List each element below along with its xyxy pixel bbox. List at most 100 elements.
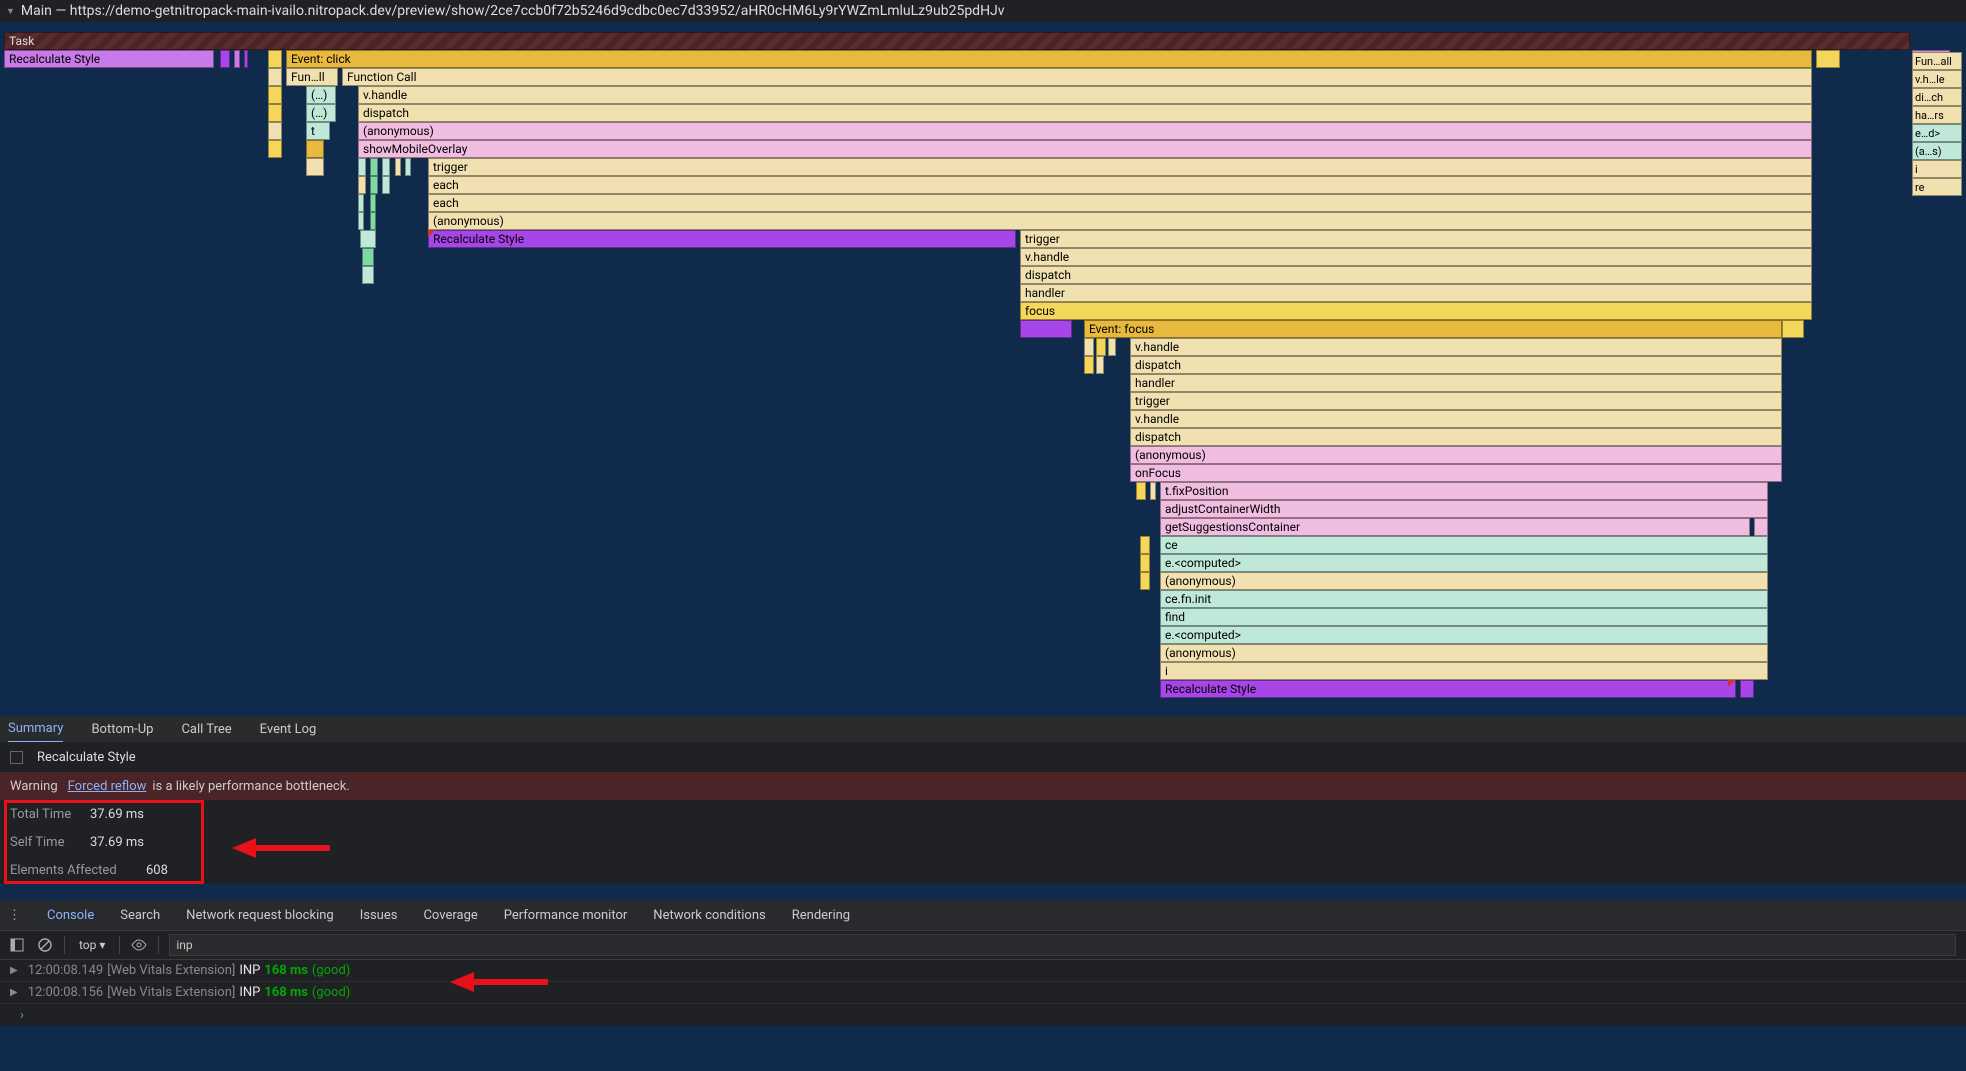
right-mini-stack: Fun…all v.h…le di…ch ha…rs e…d> (a…s) i … bbox=[1912, 52, 1962, 196]
each2[interactable]: each bbox=[428, 194, 1812, 212]
handler2[interactable]: handler bbox=[1130, 374, 1782, 392]
anon3[interactable]: (anonymous) bbox=[1130, 446, 1782, 464]
r-dich[interactable]: di…ch bbox=[1912, 88, 1962, 106]
console-filter-input[interactable] bbox=[169, 934, 1956, 956]
find[interactable]: find bbox=[1160, 608, 1768, 626]
annotation-arrow-2 bbox=[450, 970, 550, 994]
warn-tail: is a likely performance bottleneck. bbox=[152, 779, 349, 794]
focus[interactable]: focus bbox=[1020, 302, 1812, 320]
func-call-short[interactable]: Fun…ll bbox=[286, 68, 338, 86]
tab-rendering[interactable]: Rendering bbox=[792, 908, 850, 923]
r-funall[interactable]: Fun…all bbox=[1912, 52, 1962, 70]
detail-tabs: Summary Bottom-Up Call Tree Event Log bbox=[0, 716, 1966, 742]
flame-chart[interactable]: Task Recalculate Style Event: click Pr…t… bbox=[0, 22, 1966, 716]
value: 168 ms bbox=[264, 985, 308, 1000]
clear-console-icon[interactable] bbox=[36, 936, 54, 954]
elements-affected-row: Elements Affected 608 bbox=[0, 856, 1966, 884]
r-vhle[interactable]: v.h…le bbox=[1912, 70, 1962, 88]
layout-mini[interactable] bbox=[1020, 320, 1072, 338]
detail-title: Recalculate Style bbox=[37, 750, 136, 765]
console-messages: ▶ 12:00:08.149 [Web Vitals Extension] IN… bbox=[0, 960, 1966, 1026]
recalc-style-top[interactable]: Recalculate Style bbox=[4, 50, 214, 68]
warning-row: Warning Forced reflow is a likely perfor… bbox=[0, 772, 1966, 800]
timestamp: 12:00:08.156 bbox=[28, 985, 103, 1000]
tab-summary[interactable]: Summary bbox=[8, 716, 63, 743]
metric: INP bbox=[239, 963, 260, 978]
recalc-style-sel[interactable]: Recalculate Style bbox=[428, 230, 1016, 248]
showMobile[interactable]: showMobileOverlay bbox=[358, 140, 1812, 158]
dispatch4[interactable]: dispatch bbox=[1130, 428, 1782, 446]
expand-icon[interactable]: ▼ bbox=[6, 6, 15, 17]
r-re[interactable]: re bbox=[1912, 178, 1962, 196]
drawer-tabs: ⋮ Console Search Network request blockin… bbox=[0, 900, 1966, 930]
vhandle2[interactable]: v.handle bbox=[1020, 248, 1812, 266]
trigger2[interactable]: trigger bbox=[1020, 230, 1812, 248]
ecomp2[interactable]: e.<computed> bbox=[1160, 626, 1768, 644]
forced-reflow-link[interactable]: Forced reflow bbox=[68, 779, 147, 794]
anon2[interactable]: (anonymous) bbox=[428, 212, 1812, 230]
vhandle3[interactable]: v.handle bbox=[1130, 338, 1782, 356]
recalc-style-bottom[interactable]: Recalculate Style bbox=[1160, 680, 1736, 698]
onfocus[interactable]: onFocus bbox=[1130, 464, 1782, 482]
anon-small2[interactable]: (…) bbox=[306, 104, 336, 122]
track-header: ▼ Main — https://demo-getnitropack-main-… bbox=[0, 0, 1966, 22]
anon4[interactable]: (anonymous) bbox=[1160, 572, 1768, 590]
ce[interactable]: ce bbox=[1160, 536, 1768, 554]
value: 168 ms bbox=[264, 963, 308, 978]
separator bbox=[64, 936, 65, 954]
dispatch2[interactable]: dispatch bbox=[1020, 266, 1812, 284]
eye-icon[interactable] bbox=[130, 936, 148, 954]
tab-nrb[interactable]: Network request blocking bbox=[186, 908, 334, 923]
r-as[interactable]: (a…s) bbox=[1912, 142, 1962, 160]
r-ed[interactable]: e…d> bbox=[1912, 124, 1962, 142]
vhandle[interactable]: v.handle bbox=[358, 86, 1812, 104]
trigger3[interactable]: trigger bbox=[1130, 392, 1782, 410]
event-focus[interactable]: Event: focus bbox=[1084, 320, 1782, 338]
anon-small[interactable]: (…) bbox=[306, 86, 336, 104]
each1[interactable]: each bbox=[428, 176, 1812, 194]
tfix[interactable]: t.fixPosition bbox=[1160, 482, 1768, 500]
expand-icon[interactable]: ▶ bbox=[10, 987, 18, 998]
tab-calltree[interactable]: Call Tree bbox=[181, 717, 231, 742]
drawer-menu-icon[interactable]: ⋮ bbox=[8, 908, 21, 923]
filter-checkbox[interactable] bbox=[10, 751, 23, 764]
source: [Web Vitals Extension] bbox=[107, 963, 235, 978]
ecomp[interactable]: e.<computed> bbox=[1160, 554, 1768, 572]
task-bar[interactable]: Task bbox=[4, 32, 1910, 50]
console-row[interactable]: ▶ 12:00:08.149 [Web Vitals Extension] IN… bbox=[0, 960, 1966, 982]
cefn[interactable]: ce.fn.init bbox=[1160, 590, 1768, 608]
console-toolbar: top ▾ bbox=[0, 930, 1966, 960]
tab-perfmon[interactable]: Performance monitor bbox=[504, 908, 628, 923]
event-click[interactable]: Event: click bbox=[286, 50, 1812, 68]
i[interactable]: i bbox=[1160, 662, 1768, 680]
anonymous[interactable]: (anonymous) bbox=[358, 122, 1812, 140]
tab-coverage[interactable]: Coverage bbox=[423, 908, 477, 923]
r-i[interactable]: i bbox=[1912, 160, 1962, 178]
tab-bottomup[interactable]: Bottom-Up bbox=[91, 717, 153, 742]
tab-console[interactable]: Console bbox=[47, 908, 94, 923]
tab-issues[interactable]: Issues bbox=[360, 908, 398, 923]
timestamp: 12:00:08.149 bbox=[28, 963, 103, 978]
separator bbox=[119, 936, 120, 954]
trigger[interactable]: trigger bbox=[428, 158, 1812, 176]
adjcw[interactable]: adjustContainerWidth bbox=[1160, 500, 1768, 518]
r-hars[interactable]: ha…rs bbox=[1912, 106, 1962, 124]
summary-panel: Recalculate Style Warning Forced reflow … bbox=[0, 742, 1966, 884]
total-time-row: Total Time 37.69 ms bbox=[0, 800, 1966, 828]
t-small[interactable]: t bbox=[306, 122, 330, 140]
sidebar-toggle-icon[interactable] bbox=[8, 936, 26, 954]
console-prompt[interactable]: › bbox=[0, 1004, 1966, 1026]
handler[interactable]: handler bbox=[1020, 284, 1812, 302]
anon5[interactable]: (anonymous) bbox=[1160, 644, 1768, 662]
getsug[interactable]: getSuggestionsContainer bbox=[1160, 518, 1750, 536]
tab-search[interactable]: Search bbox=[120, 908, 160, 923]
dispatch3[interactable]: dispatch bbox=[1130, 356, 1782, 374]
dispatch[interactable]: dispatch bbox=[358, 104, 1812, 122]
expand-icon[interactable]: ▶ bbox=[10, 965, 18, 976]
tab-eventlog[interactable]: Event Log bbox=[260, 717, 317, 742]
context-selector[interactable]: top ▾ bbox=[75, 936, 109, 954]
console-row[interactable]: ▶ 12:00:08.156 [Web Vitals Extension] IN… bbox=[0, 982, 1966, 1004]
tab-netcond[interactable]: Network conditions bbox=[653, 908, 765, 923]
vhandle4[interactable]: v.handle bbox=[1130, 410, 1782, 428]
func-call[interactable]: Function Call bbox=[342, 68, 1812, 86]
